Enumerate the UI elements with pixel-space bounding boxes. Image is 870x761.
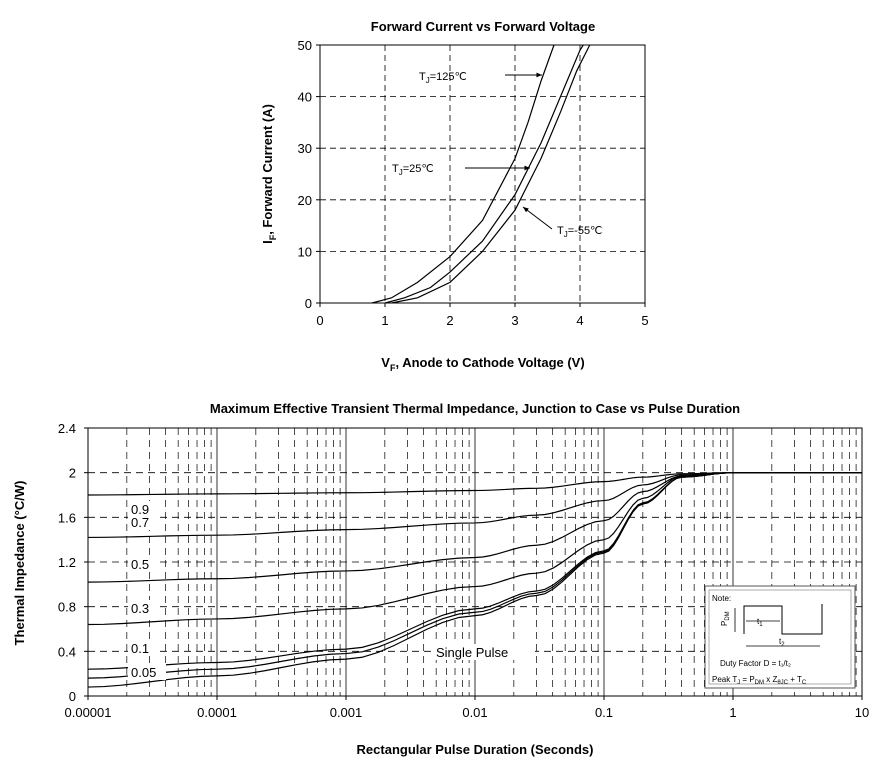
curve-labels: 0.90.7 0.5 0.3 0.1 0.05 Single Pulse — [128, 501, 535, 680]
series-line — [371, 44, 555, 304]
grid — [320, 45, 645, 303]
y-tick-label: 50 — [298, 38, 312, 53]
x-tick-label: 10 — [855, 705, 869, 720]
x-tick-label: 1 — [729, 705, 736, 720]
x-tick-label: 0.00001 — [65, 705, 112, 720]
series-line — [87, 472, 862, 688]
y-tick-label: 0.8 — [58, 600, 76, 615]
plot-frame — [319, 44, 646, 304]
series-line — [391, 44, 591, 304]
x-tick-label: 1 — [381, 313, 388, 328]
arrow-head — [524, 165, 530, 171]
x-tick-label: 0.0001 — [197, 705, 237, 720]
pdm-label: PDM — [720, 611, 731, 626]
chart-title: Maximum Effective Transient Thermal Impe… — [210, 401, 740, 416]
x-tick-label: 4 — [576, 313, 583, 328]
y-tick-label: 0 — [305, 296, 312, 311]
x-tick-label: 0.01 — [462, 705, 487, 720]
curve-label: 0.9 — [131, 502, 149, 517]
x-axis-label: Rectangular Pulse Duration (Seconds) — [357, 742, 594, 757]
curve-label-bg — [128, 514, 158, 530]
y-axis-label: IF, Forward Current (A) — [260, 104, 278, 244]
y-tick-label: 30 — [298, 141, 312, 156]
annotations: TJ=125℃ TJ=25℃ TJ=-55℃ — [392, 71, 602, 239]
x-axis-label: VF, Anode to Cathode Voltage (V) — [381, 355, 584, 373]
series-lines — [87, 472, 862, 688]
curve-annotation: TJ=-55℃ — [557, 225, 602, 239]
curve-label: 0.05 — [131, 665, 156, 680]
y-tick-label: 0 — [69, 689, 76, 704]
thermal-impedance-chart: Maximum Effective Transient Thermal Impe… — [12, 401, 869, 757]
arrow-head — [523, 207, 529, 213]
y-tick-label: 20 — [298, 193, 312, 208]
peak-tj-text: Peak TJ = PDM x ZθJC + TC — [712, 675, 807, 686]
y-tick-label: 0.4 — [58, 644, 76, 659]
curve-label: 0.5 — [131, 557, 149, 572]
curve-label: Single Pulse — [436, 645, 508, 660]
x-tick-label: 3 — [511, 313, 518, 328]
curve-label: 0.3 — [131, 601, 149, 616]
curve-annotation: TJ=25℃ — [392, 163, 434, 177]
x-tick-label: 0.001 — [330, 705, 363, 720]
curve-label-bg — [128, 640, 158, 656]
arrow-head — [536, 72, 542, 78]
y-tick-label: 40 — [298, 90, 312, 105]
curve-label-bg — [433, 644, 535, 660]
note-box: Note: PDM t1 t2 Duty Factor D = t₁/t₂ Pe… — [704, 585, 856, 689]
y-tick-label: 2.4 — [58, 421, 76, 436]
x-tick-label: 2 — [446, 313, 453, 328]
curve-label: 0.1 — [131, 641, 149, 656]
series-lines — [371, 44, 591, 304]
y-tick-label: 1.6 — [58, 510, 76, 525]
y-tick-label: 1.2 — [58, 555, 76, 570]
curve-annotation: TJ=125℃ — [419, 71, 467, 85]
curve-label-bg — [128, 556, 158, 572]
curve-label-bg — [128, 501, 158, 517]
series-line — [384, 44, 584, 304]
y-tick-label: 2 — [69, 466, 76, 481]
note-title: Note: — [712, 594, 731, 603]
pulse-diagram — [743, 604, 823, 635]
duty-factor-text: Duty Factor D = t₁/t₂ — [720, 659, 791, 668]
y-tick-label: 10 — [298, 244, 312, 259]
y-axis-label: Thermal Impedance (°C/W) — [12, 481, 27, 646]
chart-title: Forward Current vs Forward Voltage — [371, 19, 595, 34]
forward-current-chart: Forward Current vs Forward Voltage 0 1 2 3 4… — [260, 19, 649, 373]
tick-labels: 0.00001 0.0001 0.001 0.01 0.1 1 10 0 0.4 0.8 1.2 1.… — [58, 421, 869, 720]
t2-label: t2 — [779, 637, 785, 648]
x-tick-label: 0 — [316, 313, 323, 328]
x-tick-label: 0.1 — [595, 705, 613, 720]
annotation-arrow — [522, 206, 553, 230]
curve-label-bg — [128, 664, 166, 680]
curve-label-bg — [128, 600, 158, 616]
curve-label: 0.7 — [131, 515, 149, 530]
x-tick-label: 5 — [641, 313, 648, 328]
t1-label: t1 — [757, 617, 763, 628]
